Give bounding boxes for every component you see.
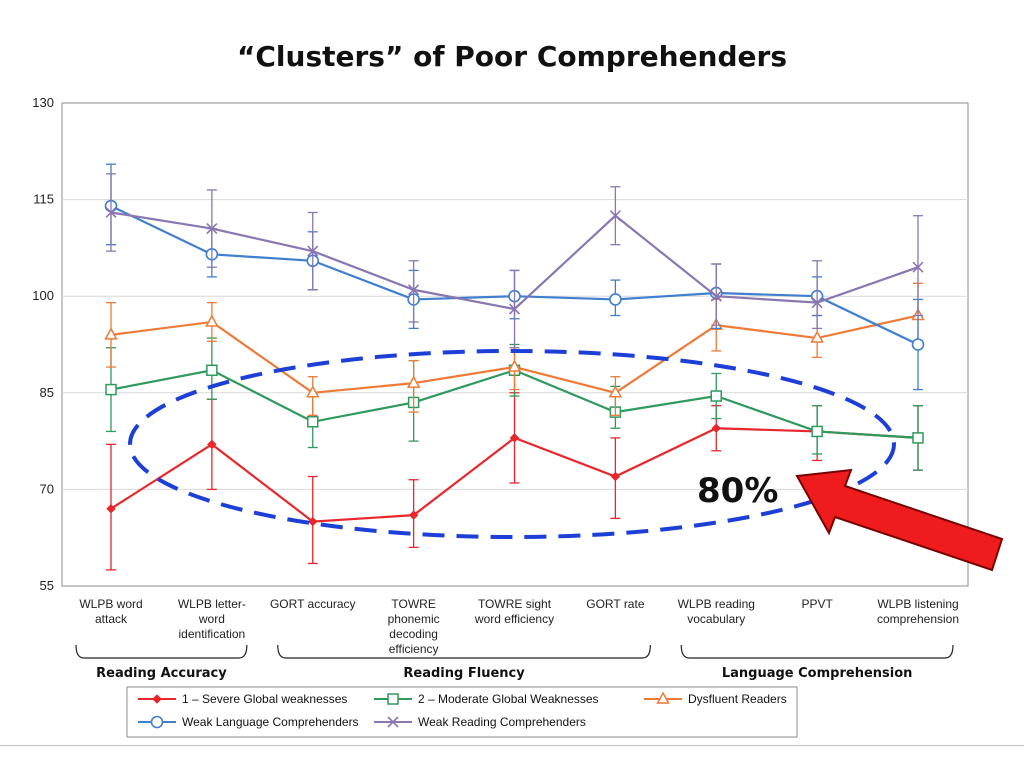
data-point <box>104 327 118 340</box>
x-tick-label: WLPB listening comprehension <box>877 597 959 626</box>
data-point <box>608 385 623 398</box>
data-point <box>912 261 924 273</box>
data-point <box>811 425 823 438</box>
highlight-ellipse <box>128 349 896 539</box>
group-label: Reading Accuracy <box>96 666 227 681</box>
legend-marker <box>152 694 162 704</box>
data-point <box>205 314 219 327</box>
y-tick-label: 100 <box>32 288 54 303</box>
data-point <box>308 516 318 527</box>
legend-label: 1 – Severe Global weaknesses <box>182 692 347 706</box>
legend: 1 – Severe Global weaknesses 2 – Moderate… <box>126 686 798 738</box>
data-point <box>307 416 319 428</box>
y-tick-label: 70 <box>40 481 54 496</box>
error-bar <box>711 263 722 326</box>
legend-marker <box>387 716 399 728</box>
legend-item: 1 – Severe Global weaknesses <box>138 692 347 706</box>
data-point <box>811 297 823 309</box>
x-axis-ticks: WLPB word attack WLPB letter-word identific… <box>79 597 959 656</box>
data-point <box>509 433 520 443</box>
group-bracket <box>277 644 651 659</box>
callout-arrow <box>795 468 1004 572</box>
x-tick-label: WLPB reading vocabulary <box>678 597 755 626</box>
group-label: Reading Fluency <box>403 666 525 681</box>
data-point <box>206 223 218 235</box>
data-point <box>408 284 420 296</box>
legend-marker <box>387 693 399 705</box>
data-point <box>609 293 622 306</box>
group-bracket <box>75 644 248 659</box>
group-bracket <box>680 644 954 659</box>
legend-label: Dysfluent Readers <box>688 692 787 706</box>
data-point <box>206 364 218 377</box>
data-point <box>207 439 217 450</box>
legend-marker <box>656 691 670 704</box>
data-point <box>406 375 421 388</box>
x-tick-label: TOWRE sight word efficiency <box>474 597 554 626</box>
data-point <box>507 359 522 372</box>
data-point <box>711 423 721 433</box>
data-point <box>105 206 117 219</box>
data-point <box>508 303 521 315</box>
legend-label: Weak Language Comprehenders <box>182 715 359 729</box>
x-tick-label: WLPB word attack <box>79 597 142 626</box>
line-chart: 55 70 85 100 115 130 WLPB word attack WLPB lett… <box>32 95 1004 738</box>
callout-80-percent: 80% <box>697 471 778 511</box>
data-point <box>307 245 319 257</box>
data-point <box>710 390 722 402</box>
legend-label: 2 – Moderate Global Weaknesses <box>418 692 599 706</box>
data-point <box>912 432 924 444</box>
y-tick-label: 115 <box>33 192 54 207</box>
y-tick-label: 130 <box>32 95 54 110</box>
y-tick-label: 55 <box>40 578 54 593</box>
x-tick-label: PPVT <box>801 597 833 611</box>
legend-box <box>126 686 798 738</box>
legend-item: Weak Reading Comprehenders <box>374 715 586 729</box>
x-tick-label: TOWRE phonemic decoding efficiency <box>388 597 440 656</box>
data-point <box>810 330 824 343</box>
legend-marker <box>150 715 164 729</box>
error-bar <box>408 260 419 323</box>
series-5 <box>105 173 924 349</box>
category-groups: Reading Accuracy Reading Fluency Language … <box>75 644 954 681</box>
legend-item: Dysfluent Readers <box>644 691 787 706</box>
legend-item: 2 – Moderate Global Weaknesses <box>374 692 599 706</box>
x-tick-label: GORT accuracy <box>270 597 356 611</box>
legend-item: Weak Language Comprehenders <box>138 715 359 729</box>
y-tick-label: 85 <box>40 385 54 400</box>
x-tick-label: GORT rate <box>586 597 645 611</box>
data-point <box>105 383 117 396</box>
error-bar <box>812 260 823 330</box>
group-label: Language Comprehension <box>722 666 913 681</box>
error-bar <box>913 215 923 317</box>
data-point <box>610 471 621 482</box>
data-point <box>106 504 116 514</box>
x-tick-label: WLPB letter-word identification <box>178 597 246 641</box>
slide-title: “Clusters” of Poor Comprehenders <box>236 40 788 73</box>
legend-label: Weak Reading Comprehenders <box>418 715 586 729</box>
data-point <box>710 290 722 302</box>
data-point <box>609 210 621 222</box>
y-axis-ticks: 55 70 85 100 115 130 <box>32 95 54 593</box>
data-point <box>408 510 419 520</box>
series-layer <box>104 163 925 571</box>
data-point <box>305 385 320 398</box>
data-point <box>911 338 925 351</box>
bottom-rule <box>0 745 1024 746</box>
